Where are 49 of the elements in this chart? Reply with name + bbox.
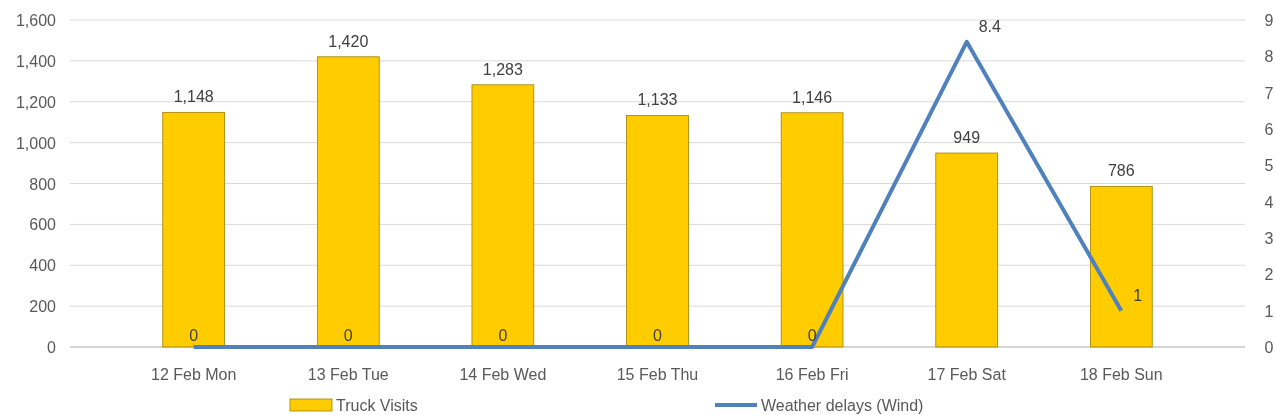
bar bbox=[316, 56, 380, 348]
data-label: 1,420 bbox=[328, 32, 369, 50]
y-tick-label: 1,000 bbox=[15, 134, 57, 152]
y-tick-label: 1,200 bbox=[15, 93, 57, 111]
data-label: 0 bbox=[807, 327, 817, 344]
bar bbox=[780, 112, 844, 348]
y2-tick-label: 8 bbox=[1264, 48, 1274, 66]
x-tick-label: 14 Feb Wed bbox=[459, 366, 547, 383]
y2-tick-label: 2 bbox=[1264, 266, 1274, 284]
data-label: 1,148 bbox=[173, 88, 214, 106]
data-label: 0 bbox=[653, 327, 663, 344]
y2-tick-label: 4 bbox=[1264, 193, 1274, 211]
data-label: 1 bbox=[1133, 286, 1143, 304]
y-tick-label: 400 bbox=[29, 257, 57, 275]
data-label: 0 bbox=[189, 327, 199, 344]
legend-label: Truck Visits bbox=[336, 397, 418, 414]
data-label: 949 bbox=[953, 129, 981, 147]
data-label: 8.4 bbox=[978, 17, 1002, 35]
data-label: 0 bbox=[498, 327, 508, 344]
bar bbox=[471, 84, 535, 348]
y2-tick-label: 0 bbox=[1264, 339, 1274, 356]
x-tick-label: 17 Feb Sat bbox=[927, 366, 1007, 383]
bar bbox=[935, 152, 999, 348]
bar bbox=[162, 111, 226, 348]
y2-tick-label: 3 bbox=[1264, 230, 1274, 247]
y-tick-label: 600 bbox=[29, 216, 57, 234]
y-tick-label: 1,600 bbox=[15, 12, 57, 29]
x-tick-label: 13 Feb Tue bbox=[307, 366, 389, 383]
y2-tick-label: 5 bbox=[1264, 157, 1274, 175]
data-label: 1,283 bbox=[482, 60, 524, 78]
bar bbox=[626, 115, 689, 348]
y2-tick-label: 7 bbox=[1264, 84, 1274, 102]
y2-tick-label: 6 bbox=[1264, 121, 1274, 138]
bar bbox=[1089, 185, 1153, 348]
data-label: 1,146 bbox=[792, 88, 833, 106]
x-tick-label: 15 Feb Thu bbox=[616, 366, 699, 383]
y-tick-label: 0 bbox=[47, 339, 57, 356]
data-label: 1,133 bbox=[637, 91, 678, 109]
y2-tick-label: 1 bbox=[1264, 302, 1274, 320]
data-label: 0 bbox=[343, 327, 353, 344]
data-label: 786 bbox=[1107, 162, 1135, 180]
x-tick-label: 12 Feb Mon bbox=[150, 366, 237, 383]
x-tick-label: 16 Feb Fri bbox=[775, 366, 849, 383]
x-tick-label: 18 Feb Sun bbox=[1079, 366, 1163, 383]
y-tick-label: 800 bbox=[29, 175, 57, 193]
legend-label: Weather delays (Wind) bbox=[761, 397, 924, 414]
y-tick-label: 1,400 bbox=[15, 52, 57, 70]
y2-tick-label: 9 bbox=[1264, 12, 1274, 29]
y-tick-label: 200 bbox=[29, 298, 57, 316]
